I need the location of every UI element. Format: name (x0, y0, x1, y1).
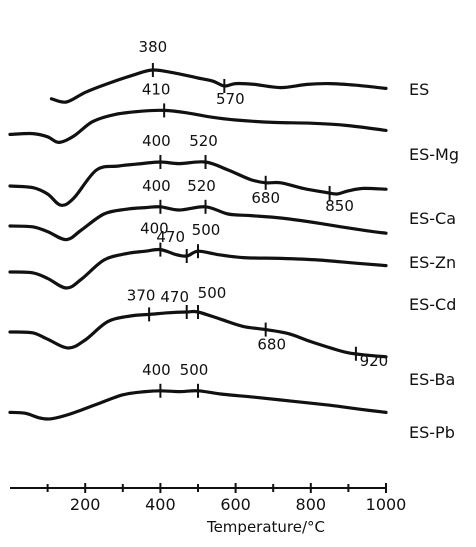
series-label-es: ES (409, 80, 429, 99)
series-label-es-zn: ES-Zn (409, 253, 456, 272)
series-label-es-ba: ES-Ba (409, 370, 455, 389)
peak-label-es-ca-520: 520 (189, 132, 218, 150)
x-tick-label-600: 600 (220, 495, 251, 514)
peak-label-es-ca-400: 400 (142, 132, 171, 150)
peak-label-es-ba-680: 680 (257, 336, 286, 354)
peak-markers-layer (148, 63, 357, 398)
x-tick-label-200: 200 (70, 495, 101, 514)
peak-label-es-pb-400: 400 (142, 361, 171, 379)
series-line-es-cd (8, 247, 388, 290)
x-axis-title: Temperature/°C (206, 518, 325, 536)
series-label-es-pb: ES-Pb (409, 423, 455, 442)
peak-label-es-ca-850: 850 (325, 197, 354, 215)
x-axis-tick-labels: 200 400 600 800 1000 (70, 495, 406, 514)
x-tick-label-800: 800 (296, 495, 327, 514)
peak-label-es-ba-370: 370 (127, 286, 156, 304)
series-line-es (49, 68, 388, 104)
peak-label-es-zn-520: 520 (187, 177, 216, 195)
series-line-es-mg (8, 108, 388, 144)
peak-label-es-mg-410: 410 (142, 80, 171, 98)
series-label-es-cd: ES-Cd (409, 295, 456, 314)
x-axis: 200 400 600 800 1000 (10, 483, 406, 514)
peak-label-es-570: 570 (216, 90, 245, 108)
x-tick-label-400: 400 (145, 495, 176, 514)
x-tick-label-1000: 1000 (366, 495, 407, 514)
series-label-es-ca: ES-Ca (409, 209, 456, 228)
peak-label-es-ba-500: 500 (198, 284, 227, 302)
peak-label-es-cd-470: 470 (156, 228, 185, 246)
series-labels-layer: ES ES-Mg ES-Ca ES-Zn ES-Cd ES-Ba ES-Pb (409, 80, 459, 442)
peak-label-es-cd-400: 400 (140, 220, 169, 238)
series-line-es-zn (8, 205, 388, 242)
peak-label-es-ca-680: 680 (251, 189, 280, 207)
peak-label-es-zn-400: 400 (142, 177, 171, 195)
peak-label-es-380: 380 (139, 38, 168, 56)
x-axis-ticks (46, 483, 387, 493)
series-line-es-ba (8, 309, 388, 359)
peak-label-es-cd-500: 500 (192, 221, 221, 239)
peak-label-es-ba-920: 920 (360, 352, 389, 370)
peak-label-es-ba-470: 470 (160, 288, 189, 306)
peak-label-es-pb-500: 500 (180, 361, 209, 379)
series-label-es-mg: ES-Mg (409, 145, 459, 164)
